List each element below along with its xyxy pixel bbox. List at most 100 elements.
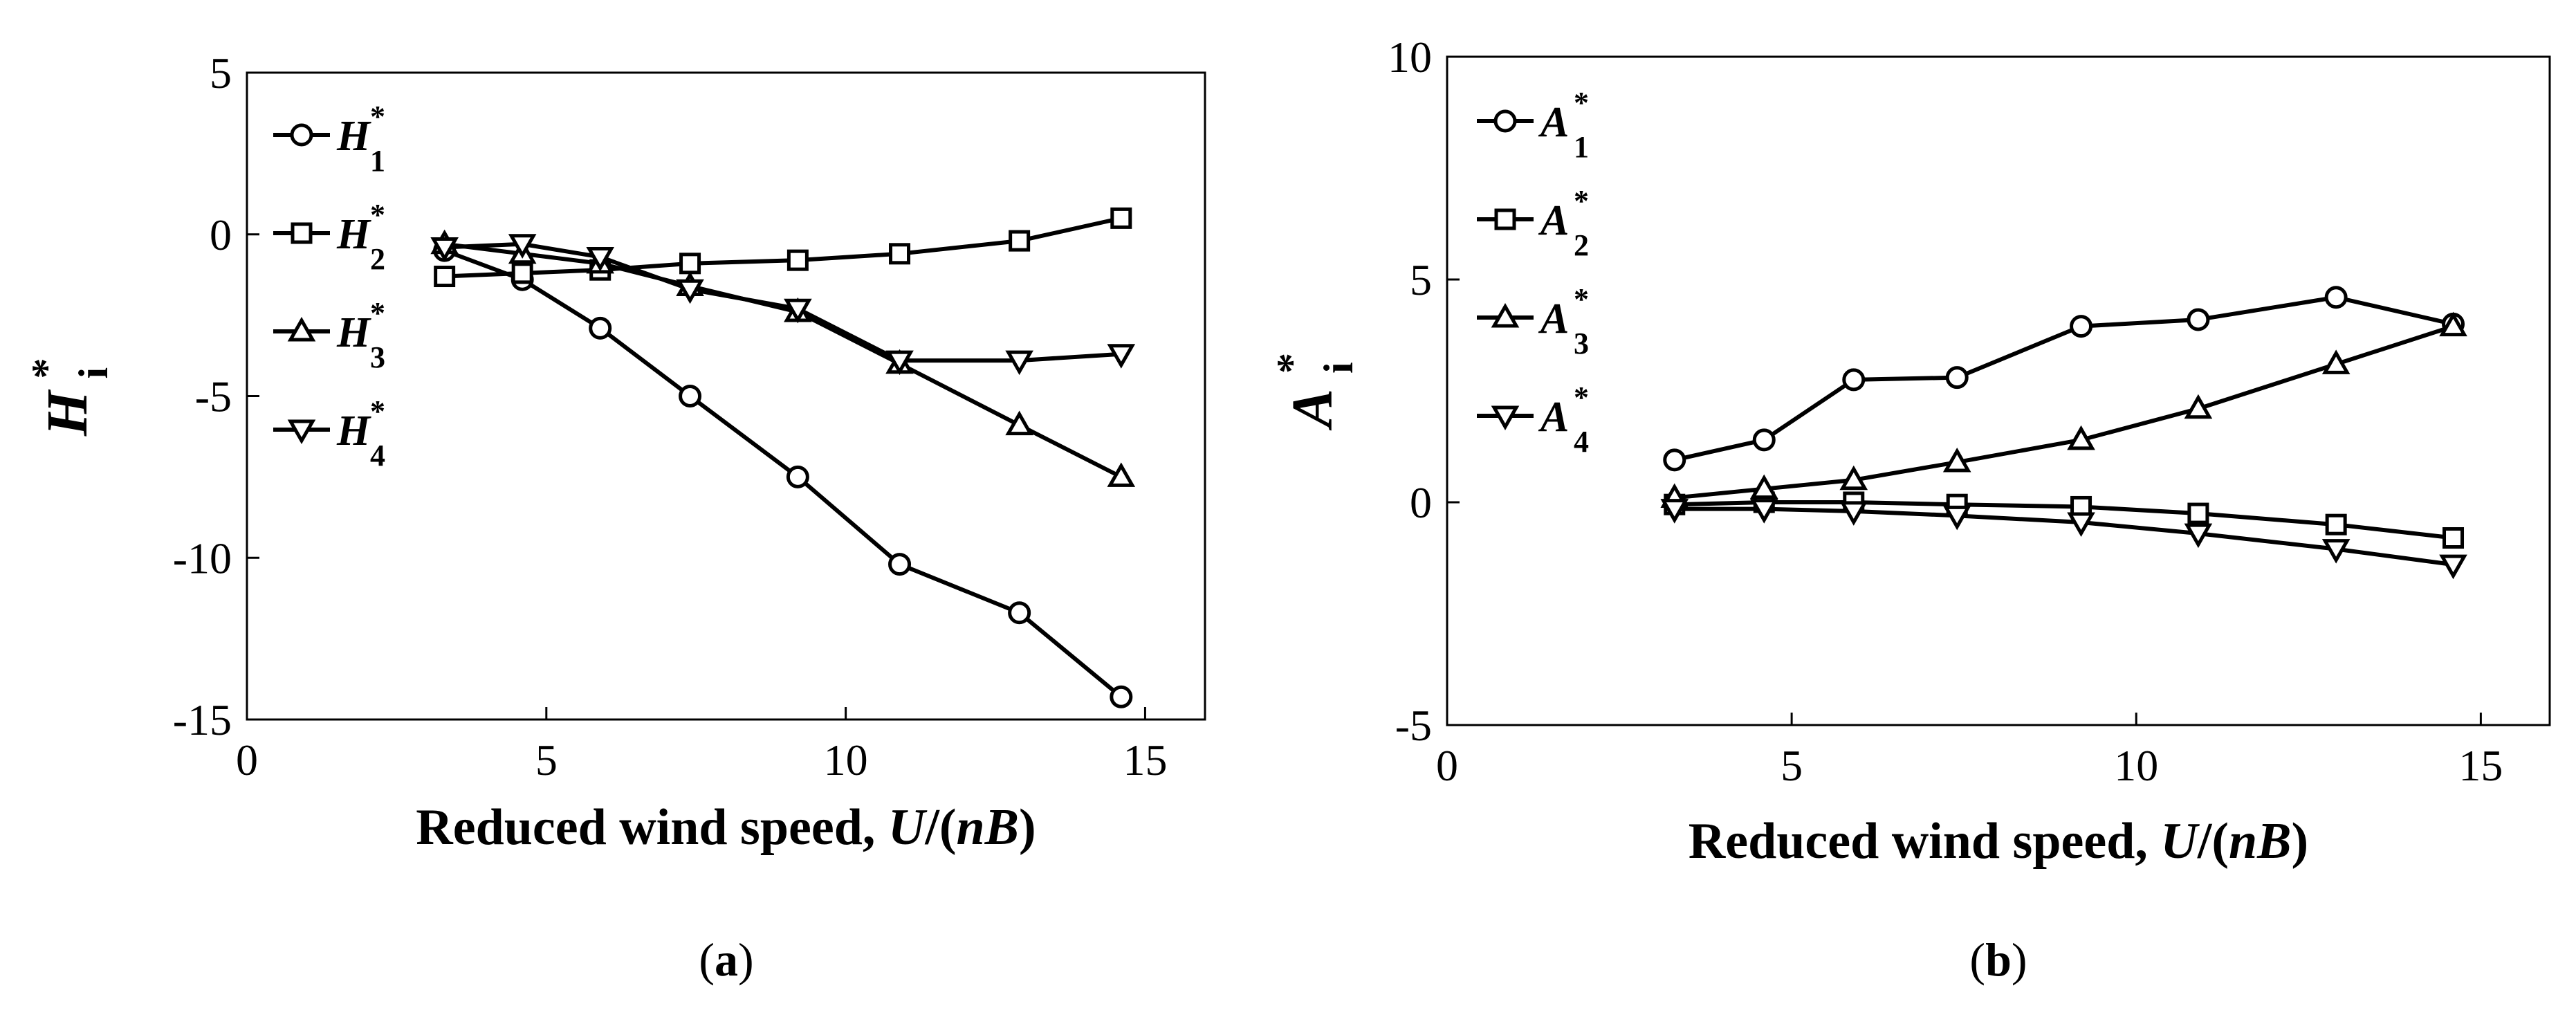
data-point-circle	[1945, 366, 1969, 390]
y-tick-label: 5	[1410, 255, 1432, 304]
data-point-triangle-up	[1942, 448, 1971, 473]
legend-symbol: H	[336, 113, 371, 160]
legend-symbol: H	[336, 211, 371, 258]
data-point-circle	[1110, 685, 1133, 708]
data-point-square	[889, 243, 911, 265]
legend-marker	[1491, 405, 1520, 431]
legend-subscript: 3	[1574, 327, 1589, 360]
legend-marker	[1491, 302, 1520, 328]
series-line-circle	[443, 248, 1123, 699]
data-point-triangle-down	[676, 279, 704, 304]
y-tick-label: -10	[173, 533, 232, 583]
legend-superscript: *	[1574, 381, 1589, 414]
data-point-triangle-up	[1749, 474, 1778, 500]
legend-marker	[290, 123, 313, 147]
x-tick-label: 5	[535, 735, 558, 785]
series-line-square	[1674, 500, 2454, 540]
data-point-triangle-down	[1942, 505, 1971, 531]
legend-subscript: 2	[370, 242, 385, 276]
data-point-triangle-down	[1005, 350, 1033, 376]
data-point-triangle-up	[2439, 311, 2467, 337]
series-line-triangle-down	[444, 241, 1122, 363]
y-tick-label: 0	[210, 210, 232, 259]
data-point-square	[2442, 527, 2465, 549]
data-point-square	[679, 253, 701, 275]
legend-superscript: *	[370, 198, 385, 232]
y-tick-label: -5	[195, 372, 232, 421]
legend-subscript: 3	[370, 340, 385, 374]
legend-symbol: A	[1538, 295, 1569, 342]
panel-caption: (b)	[1969, 933, 2027, 986]
data-point-triangle-down	[2184, 523, 2213, 549]
data-point-circle	[1752, 428, 1776, 452]
plot-area-frame	[1446, 55, 2551, 726]
legend-subscript: 1	[1574, 130, 1589, 164]
legend-symbol: A	[1538, 394, 1569, 441]
legend-marker	[287, 419, 316, 445]
y-axis-label: A * i	[1269, 353, 1361, 431]
legend-subscript: 4	[370, 439, 385, 473]
data-point-circle	[2187, 308, 2210, 331]
x-tick-label: 15	[2458, 741, 2503, 790]
data-point-circle	[2070, 315, 2093, 338]
legend-superscript: *	[370, 100, 385, 134]
data-point-circle	[679, 385, 702, 407]
y-axis-label-superscript: *	[1269, 353, 1314, 374]
legend-marker	[291, 222, 313, 244]
data-point-triangle-up	[2184, 394, 2213, 419]
data-point-square	[1009, 230, 1031, 252]
data-point-triangle-down	[2439, 554, 2467, 580]
y-tick-label: -5	[1395, 701, 1432, 750]
data-point-triangle-up	[2067, 425, 2095, 450]
data-point-triangle-up	[2321, 349, 2350, 374]
data-point-triangle-down	[430, 237, 459, 262]
data-point-circle	[1663, 448, 1686, 472]
series-line-triangle-down	[1674, 506, 2454, 567]
data-point-triangle-down	[2067, 512, 2095, 538]
data-point-triangle-down	[508, 234, 537, 259]
data-point-circle	[2324, 286, 2348, 309]
x-tick-label: 10	[824, 735, 868, 785]
legend-symbol: A	[1538, 197, 1569, 244]
data-point-triangle-down	[2321, 539, 2350, 564]
x-tick-label: 15	[1123, 735, 1167, 785]
data-point-triangle-down	[1749, 499, 1778, 524]
data-point-circle	[786, 465, 809, 488]
legend-symbol: A	[1538, 99, 1569, 146]
y-axis-label-symbol: A	[1280, 389, 1345, 431]
legend-marker	[1493, 109, 1517, 133]
y-axis-label-subscript: i	[71, 367, 116, 379]
series-line-triangle-up	[1674, 324, 2454, 500]
data-point-triangle-up	[1005, 410, 1033, 436]
plot-area-frame	[246, 71, 1206, 721]
series-line-circle	[1674, 295, 2454, 462]
y-axis-label-subscript: i	[1316, 362, 1361, 374]
x-tick-label: 0	[236, 735, 258, 785]
x-axis-label: Reduced wind speed, U/(nB)	[1689, 813, 2308, 870]
data-point-triangle-down	[1839, 501, 1868, 526]
y-tick-label: 5	[210, 48, 232, 98]
data-point-circle	[589, 316, 612, 340]
legend-marker	[287, 316, 316, 342]
data-point-square	[2187, 502, 2209, 524]
legend-superscript: *	[1574, 184, 1589, 218]
panel-caption: (a)	[699, 933, 753, 986]
data-point-triangle-down	[1107, 344, 1136, 369]
legend-subscript: 4	[1574, 425, 1589, 459]
data-point-triangle-up	[1107, 462, 1136, 487]
data-point-triangle-down	[1660, 499, 1689, 524]
legend-superscript: *	[1574, 86, 1589, 120]
legend-subscript: 1	[370, 144, 385, 178]
data-point-square	[786, 249, 809, 271]
data-point-square	[511, 262, 533, 284]
series-line-square	[444, 216, 1122, 279]
data-point-circle	[1842, 368, 1866, 392]
x-axis-label: Reduced wind speed, U/(nB)	[416, 799, 1036, 856]
data-point-triangle-down	[586, 246, 615, 272]
legend-marker	[1494, 208, 1516, 230]
y-tick-label: 0	[1410, 478, 1432, 527]
x-tick-label: 0	[1436, 741, 1458, 790]
x-tick-label: 5	[1781, 741, 1803, 790]
